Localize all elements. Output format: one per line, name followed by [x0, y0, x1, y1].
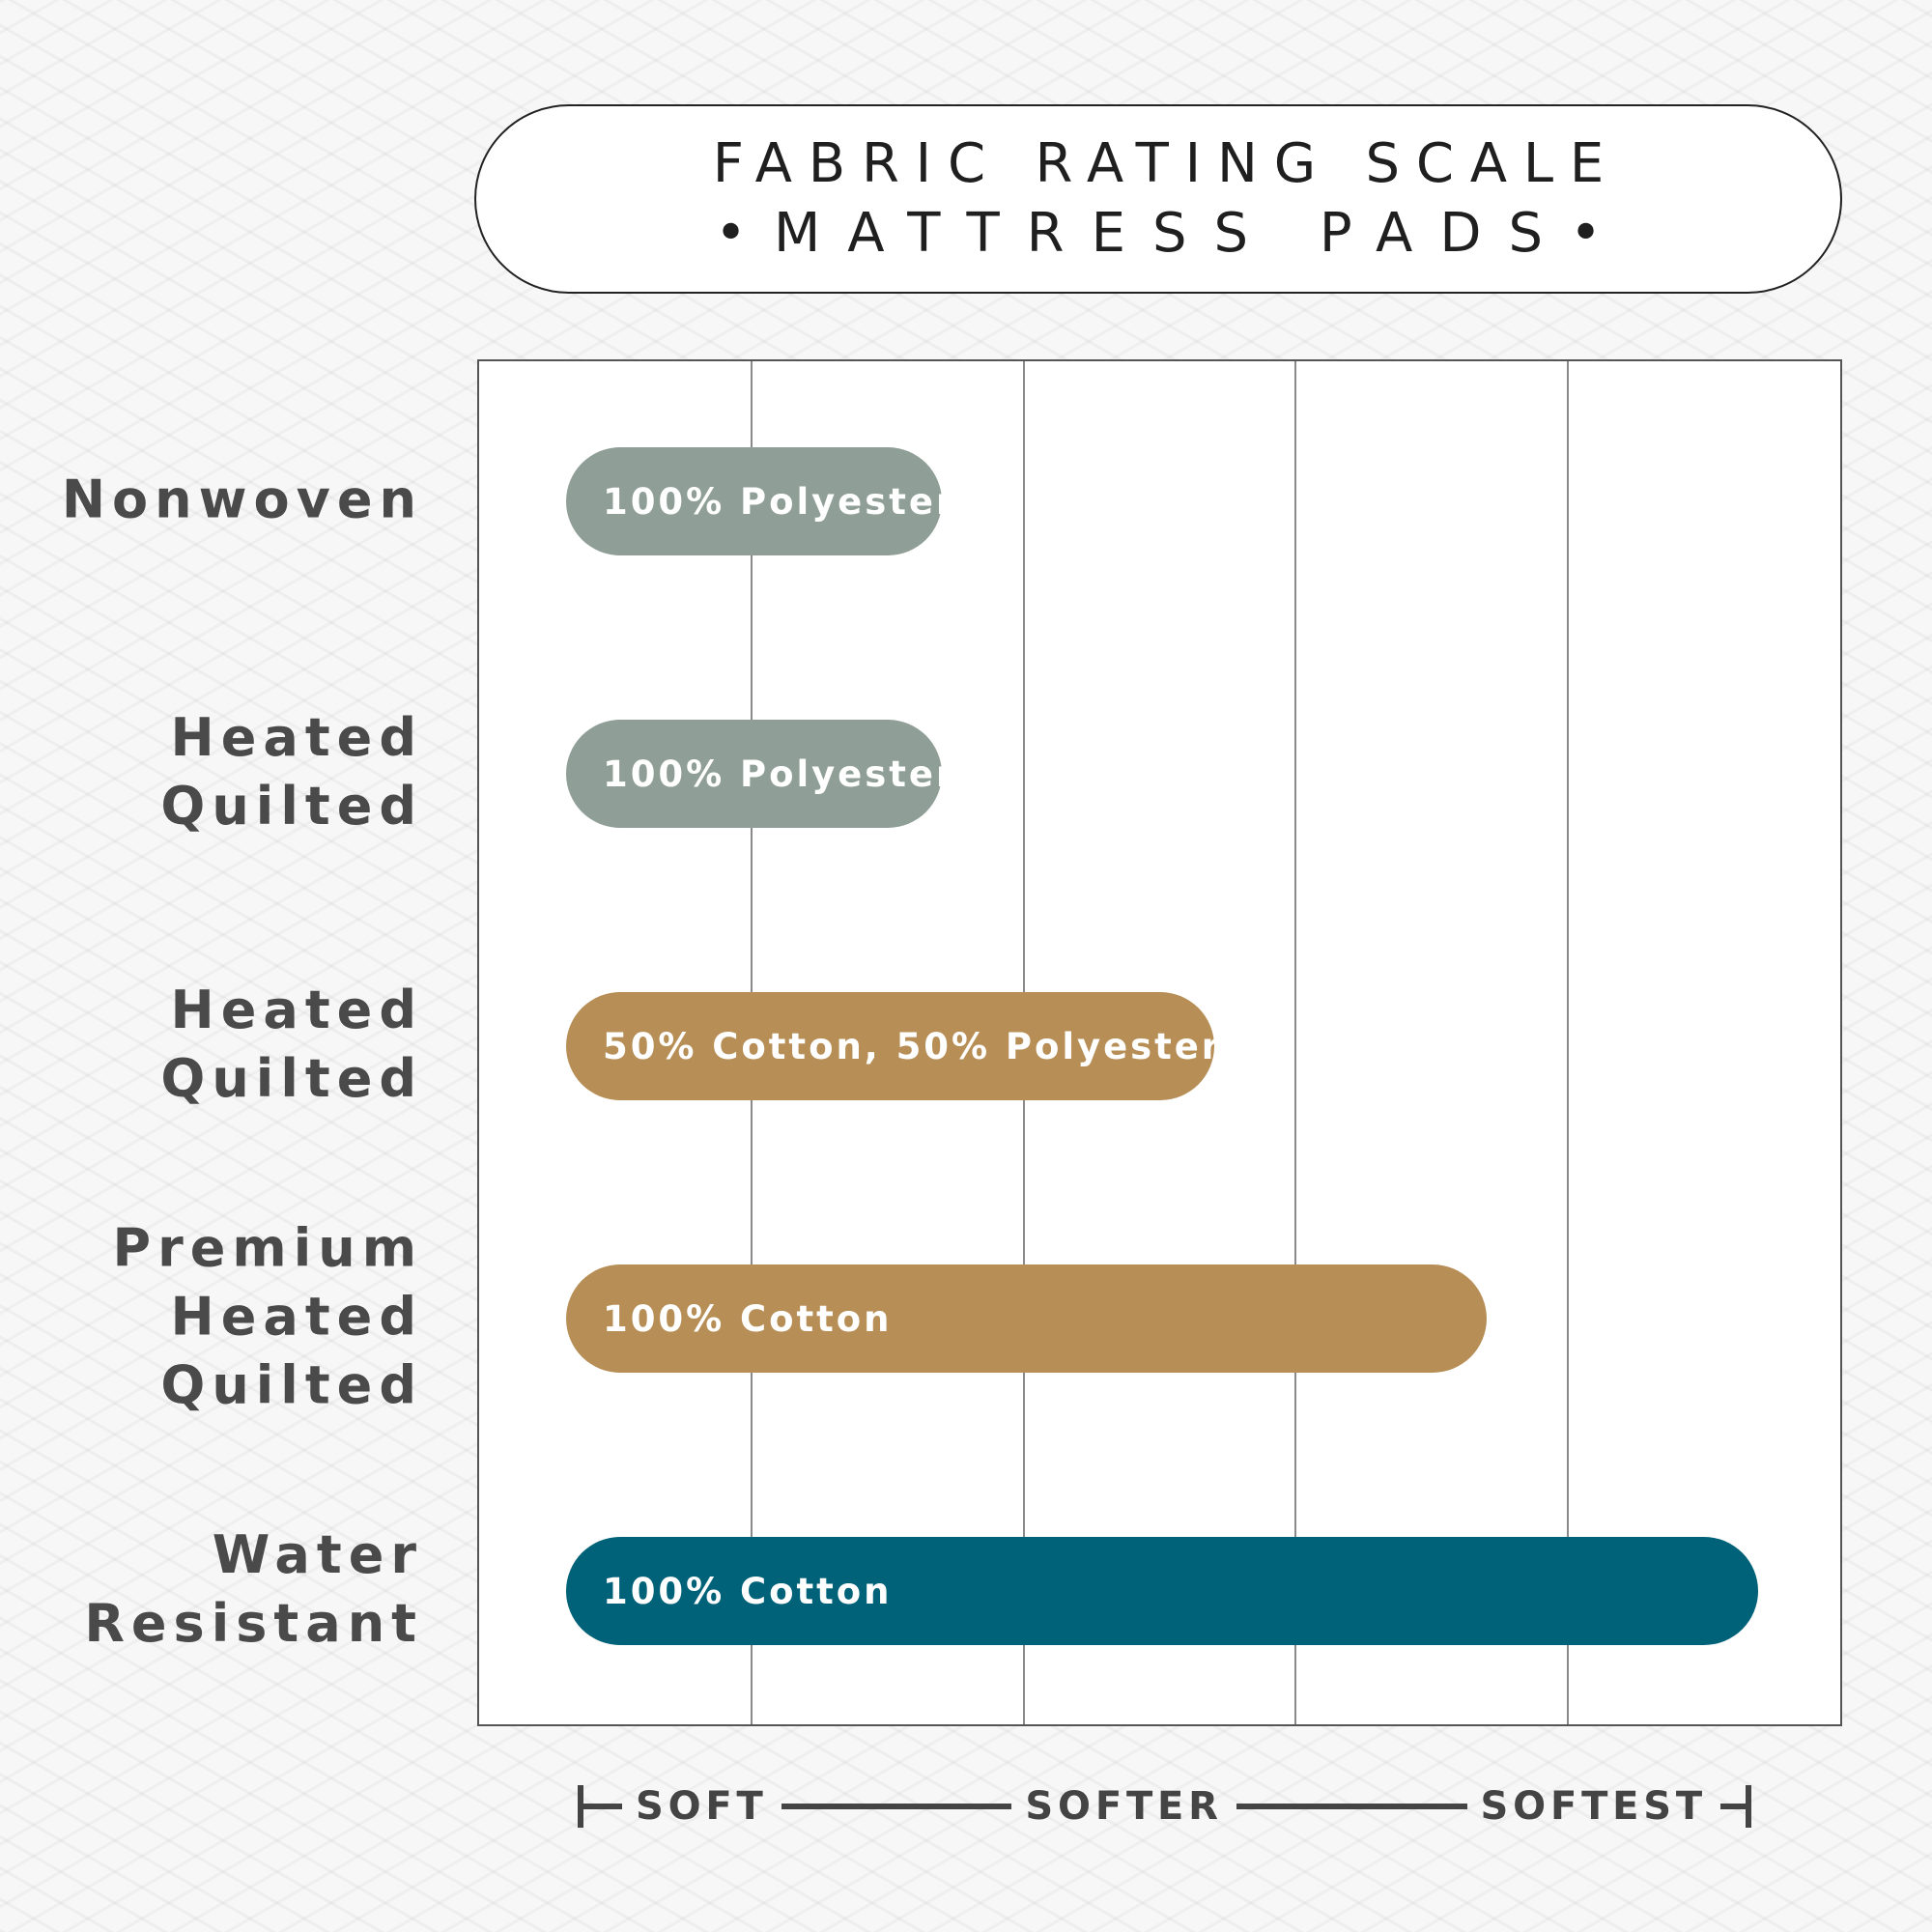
- bar: 100% Polyester: [566, 447, 953, 555]
- grid-line: [1567, 361, 1570, 1724]
- bar-label: 100% Cotton: [603, 1570, 893, 1612]
- bar-label: 100% Cotton: [603, 1297, 893, 1340]
- chart-title: FABRIC RATING SCALE: [712, 132, 1621, 195]
- scale-rule: [1236, 1804, 1467, 1809]
- plot-area: 100% Polyester 100% Polyester 50% Cotton, …: [477, 359, 1842, 1726]
- scale-rule: [583, 1804, 622, 1809]
- softness-scale: SOFT SOFTER SOFTEST: [578, 1783, 1751, 1830]
- chart-subtitle: •MATTRESS PADS•: [714, 202, 1630, 265]
- scale-label: SOFTEST: [1480, 1784, 1707, 1829]
- scale-label: SOFT: [636, 1784, 768, 1829]
- scale-rule: [781, 1804, 1012, 1809]
- scale-cap: [578, 1785, 583, 1828]
- bar-label: 100% Polyester: [603, 480, 957, 523]
- category-label: Premium Heated Quilted: [112, 1217, 423, 1416]
- category-label: Heated Quilted: [160, 707, 424, 837]
- bar-label: 100% Polyester: [603, 753, 957, 795]
- category-label: Water Resistant: [84, 1524, 424, 1654]
- title-badge: FABRIC RATING SCALE •MATTRESS PADS•: [474, 104, 1842, 294]
- scale-label: SOFTER: [1025, 1784, 1223, 1829]
- category-label: Heated Quilted: [160, 980, 424, 1109]
- bar: 100% Polyester: [566, 720, 953, 828]
- grid-line: [1294, 361, 1297, 1724]
- bar-label: 50% Cotton, 50% Polyester: [603, 1025, 1223, 1067]
- scale-cap: [1746, 1785, 1751, 1828]
- category-label: Nonwoven: [61, 469, 423, 530]
- bar: 100% Cotton: [566, 1264, 1487, 1373]
- bar: 50% Cotton, 50% Polyester: [566, 992, 1219, 1100]
- scale-rule: [1720, 1804, 1746, 1809]
- bar: 100% Cotton: [566, 1537, 1759, 1645]
